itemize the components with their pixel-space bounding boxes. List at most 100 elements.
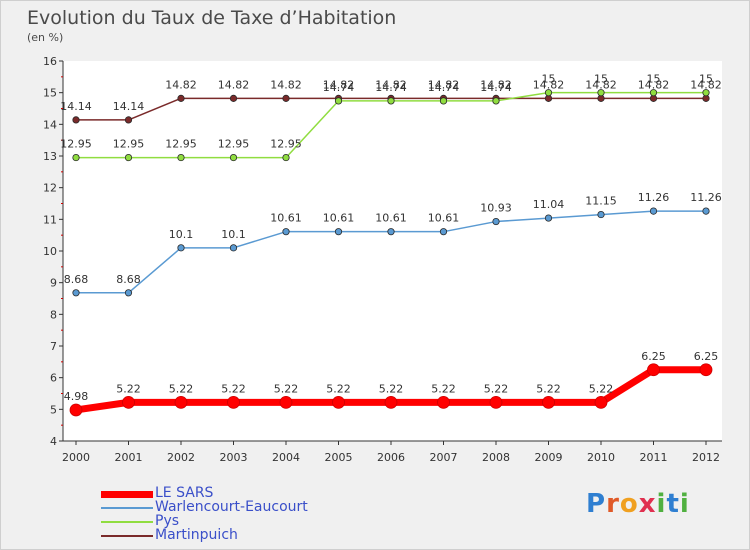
data-point	[439, 97, 448, 105]
y-tick-label: 13	[43, 150, 57, 163]
legend-swatch	[101, 507, 153, 509]
data-label: 10.61	[375, 212, 407, 225]
data-point	[282, 153, 290, 162]
x-tick-label: 2005	[325, 451, 353, 464]
data-point	[72, 289, 80, 297]
data-point	[69, 403, 83, 417]
x-tick-label: 2002	[167, 451, 195, 464]
data-label: 6.25	[694, 350, 719, 363]
data-label: 14.82	[638, 78, 670, 91]
data-label: 5.22	[326, 382, 351, 395]
x-tick-label: 2006	[377, 451, 405, 464]
data-label: 12.95	[218, 138, 250, 151]
data-label: 14.82	[165, 78, 197, 91]
x-tick-label: 2009	[535, 451, 563, 464]
data-label: 14.82	[375, 78, 407, 91]
data-point	[492, 217, 500, 226]
data-label: 12.95	[113, 138, 145, 151]
data-label: 11.26	[638, 191, 670, 204]
data-label: 5.22	[274, 382, 299, 395]
data-label: 6.25	[641, 350, 666, 363]
data-point	[702, 89, 710, 97]
data-label: 14.82	[428, 78, 460, 91]
chart-title: Evolution du Taux de Taxe d’Habitation	[27, 7, 397, 29]
data-label: 14.74	[323, 81, 355, 94]
data-point	[544, 89, 553, 97]
plot-area	[63, 61, 722, 441]
data-label: 10.1	[169, 228, 194, 241]
data-label: 14.14	[113, 100, 145, 113]
y-tick-label: 8	[50, 308, 57, 321]
data-point	[177, 244, 185, 252]
legend-label: Warlencourt-Eaucourt	[155, 499, 308, 515]
data-point	[649, 207, 658, 215]
data-label: 10.93	[480, 202, 512, 215]
data-label: 10.61	[428, 212, 460, 225]
data-point	[597, 89, 605, 97]
data-label: 14.82	[585, 78, 617, 91]
data-label: 12.95	[60, 138, 92, 151]
data-label: 14.74	[375, 81, 407, 94]
data-label: 10.1	[221, 228, 246, 241]
y-tick-label: 11	[43, 213, 57, 226]
data-label: 15	[699, 73, 713, 86]
x-tick-label: 2010	[587, 451, 615, 464]
y-tick-label: 7	[50, 340, 57, 353]
data-point	[174, 395, 188, 409]
data-label: 15	[594, 73, 608, 86]
data-point	[279, 395, 293, 409]
data-label: 5.22	[221, 382, 246, 395]
x-tick-label: 2001	[115, 451, 143, 464]
data-label: 14.74	[428, 81, 460, 94]
data-label: 10.61	[270, 212, 302, 225]
legend-swatch	[101, 521, 153, 523]
x-tick-label: 2012	[692, 451, 720, 464]
data-label: 5.22	[589, 382, 614, 395]
data-label: 5.22	[379, 382, 404, 395]
y-tick-label: 4	[50, 435, 57, 448]
data-point	[122, 395, 135, 409]
data-label: 14.82	[270, 78, 302, 91]
data-label: 5.22	[169, 382, 194, 395]
x-tick-label: 2007	[430, 451, 458, 464]
data-point	[387, 228, 395, 236]
data-label: 12.95	[165, 138, 197, 151]
data-point	[332, 395, 345, 409]
data-point	[702, 207, 710, 215]
data-label: 4.98	[64, 390, 89, 403]
data-point	[647, 363, 660, 377]
data-label: 8.68	[64, 273, 89, 286]
x-tick-label: 2004	[272, 451, 300, 464]
data-label: 8.68	[116, 273, 141, 286]
data-point	[542, 395, 555, 409]
data-point	[387, 97, 395, 105]
data-point	[594, 395, 608, 409]
legend-swatch	[101, 490, 153, 498]
data-point	[437, 395, 450, 409]
data-label: 14.82	[533, 78, 565, 91]
data-point	[72, 116, 80, 124]
y-tick-label: 14	[43, 118, 57, 131]
legend-label: LE SARS	[155, 485, 214, 501]
data-point	[72, 153, 80, 162]
data-point	[124, 153, 133, 162]
data-label: 14.74	[480, 81, 512, 94]
data-point	[177, 153, 185, 162]
data-label: 12.95	[270, 138, 302, 151]
data-label: 14.82	[480, 78, 512, 91]
data-label: 15	[647, 73, 661, 86]
y-tick-label: 10	[43, 245, 57, 258]
data-label: 14.82	[218, 78, 250, 91]
data-point	[282, 228, 290, 236]
data-point	[334, 97, 343, 105]
data-label: 14.82	[323, 78, 355, 91]
data-point	[282, 94, 290, 102]
data-label: 5.22	[484, 382, 509, 395]
data-point	[334, 228, 343, 236]
legend-label: Martinpuich	[155, 527, 238, 543]
data-label: 11.04	[533, 198, 565, 211]
data-point	[649, 89, 658, 97]
data-point	[227, 395, 240, 409]
data-point	[124, 289, 133, 297]
y-tick-label: 5	[50, 403, 57, 416]
